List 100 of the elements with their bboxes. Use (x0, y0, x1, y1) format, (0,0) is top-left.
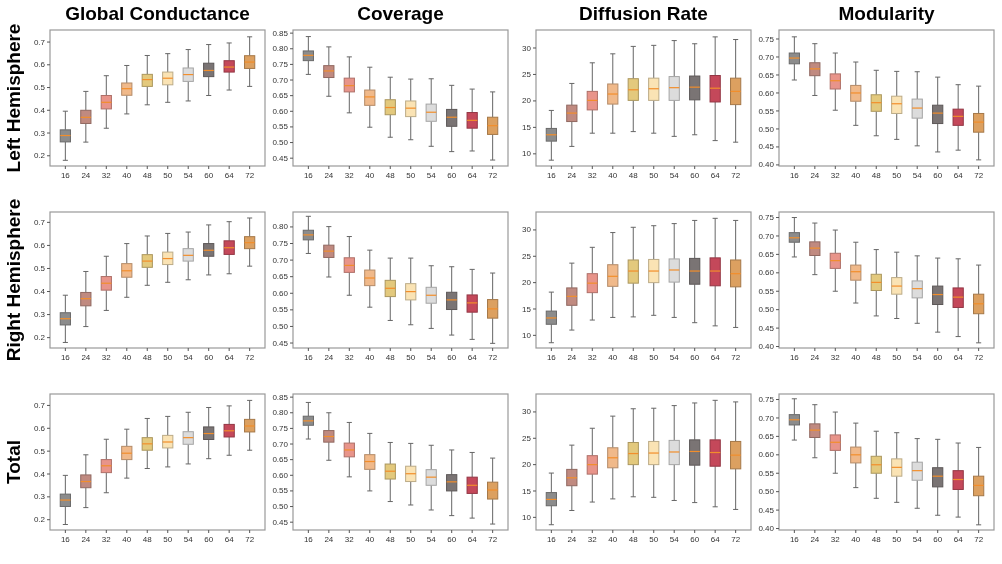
y-tick-label: 0.45 (758, 142, 775, 152)
y-tick-label: 0.60 (272, 470, 289, 480)
x-tick-label: 32 (344, 535, 355, 544)
x-tick-label: 54 (669, 535, 680, 544)
x-tick-label: 32 (830, 171, 841, 180)
x-tick-label: 48 (628, 353, 639, 362)
x-tick-label: 54 (183, 353, 194, 362)
x-tick-label: 60 (690, 353, 700, 362)
y-tick-label: 0.3 (33, 128, 46, 138)
x-tick-label: 50 (406, 171, 416, 180)
y-tick-label: 0.75 (758, 395, 775, 405)
x-tick-label: 40 (851, 171, 861, 180)
y-tick-label: 0.3 (33, 492, 46, 502)
x-tick-label: 40 (122, 353, 132, 362)
x-tick-label: 32 (587, 353, 598, 362)
y-tick-label: 0.70 (758, 52, 775, 62)
y-tick-label: 0.2 (33, 515, 46, 525)
x-tick-label: 60 (447, 353, 457, 362)
x-tick-label: 64 (953, 535, 964, 544)
x-tick-label: 40 (608, 353, 618, 362)
y-tick-label: 0.3 (33, 310, 46, 320)
y-tick-label: 0.55 (758, 106, 775, 116)
y-tick-label: 0.80 (272, 44, 289, 54)
x-tick-label: 54 (183, 535, 194, 544)
x-tick-label: 54 (912, 353, 923, 362)
x-tick-label: 16 (60, 535, 71, 544)
x-tick-label: 48 (142, 535, 153, 544)
x-tick-label: 40 (122, 535, 132, 544)
chart-title: Diffusion Rate (579, 3, 708, 24)
y-tick-label: 0.65 (272, 455, 289, 465)
x-tick-label: 72 (731, 353, 741, 362)
x-tick-label: 24 (81, 171, 91, 180)
y-tick-label: 0.5 (33, 446, 46, 456)
x-tick-label: 54 (912, 171, 923, 180)
x-tick-label: 16 (546, 353, 557, 362)
x-tick-label: 24 (567, 535, 577, 544)
y-tick-label: 0.65 (758, 431, 775, 441)
x-tick-label: 64 (710, 171, 721, 180)
x-tick-label: 64 (224, 353, 235, 362)
y-tick-label: 0.65 (758, 70, 775, 80)
x-tick-label: 48 (142, 171, 153, 180)
x-tick-label: 60 (690, 171, 700, 180)
x-tick-label: 72 (488, 353, 498, 362)
chart-title: Modularity (838, 3, 935, 24)
x-tick-label: 24 (324, 353, 334, 362)
y-tick-label: 0.45 (758, 323, 775, 333)
x-tick-label: 72 (974, 535, 984, 544)
y-tick-label: 0.75 (272, 423, 289, 433)
x-tick-label: 50 (406, 353, 416, 362)
y-tick-label: 0.7 (33, 37, 46, 47)
y-tick-label: 0.60 (758, 450, 775, 460)
x-tick-label: 16 (303, 535, 314, 544)
y-tick-label: 0.70 (272, 75, 289, 85)
y-tick-label: 0.70 (272, 439, 289, 449)
y-tick-label: 25 (522, 433, 532, 443)
y-tick-label: 0.55 (758, 286, 775, 296)
x-tick-label: 50 (649, 353, 659, 362)
y-tick-label: 10 (522, 330, 532, 340)
y-tick-label: 0.5 (33, 264, 46, 274)
x-tick-label: 60 (204, 353, 214, 362)
x-tick-label: 72 (245, 353, 255, 362)
x-tick-label: 54 (426, 535, 437, 544)
x-tick-label: 24 (81, 353, 91, 362)
y-tick-label: 0.40 (758, 524, 775, 534)
x-tick-label: 32 (587, 171, 598, 180)
x-tick-label: 54 (669, 353, 680, 362)
y-tick-label: 0.4 (33, 469, 46, 479)
y-tick-label: 0.65 (272, 91, 289, 101)
x-tick-label: 72 (488, 535, 498, 544)
y-tick-label: 0.45 (758, 505, 775, 515)
x-tick-label: 54 (669, 171, 680, 180)
x-tick-label: 48 (871, 353, 882, 362)
x-tick-label: 50 (163, 535, 173, 544)
x-tick-label: 16 (303, 353, 314, 362)
x-tick-label: 48 (385, 353, 396, 362)
x-tick-label: 64 (953, 171, 964, 180)
x-tick-label: 40 (851, 535, 861, 544)
y-tick-label: 0.55 (758, 468, 775, 478)
y-tick-label: 0.70 (272, 255, 289, 265)
x-tick-label: 54 (183, 171, 194, 180)
y-tick-label: 0.50 (758, 124, 775, 134)
x-tick-label: 24 (567, 353, 577, 362)
y-tick-label: 15 (522, 486, 532, 496)
x-tick-label: 64 (467, 535, 478, 544)
y-tick-label: 0.60 (758, 268, 775, 278)
x-tick-label: 40 (608, 535, 618, 544)
x-tick-label: 32 (830, 353, 841, 362)
y-tick-label: 15 (522, 122, 532, 132)
y-tick-label: 0.70 (758, 231, 775, 241)
x-tick-label: 16 (789, 171, 800, 180)
x-tick-label: 48 (628, 535, 639, 544)
x-tick-label: 60 (933, 535, 943, 544)
y-tick-label: 0.45 (272, 153, 289, 163)
x-tick-label: 16 (60, 353, 71, 362)
y-tick-label: 0.65 (272, 272, 289, 282)
y-tick-label: 0.55 (272, 122, 289, 132)
y-tick-label: 30 (522, 43, 532, 53)
y-tick-label: 0.75 (758, 34, 775, 44)
x-tick-label: 72 (731, 171, 741, 180)
x-tick-label: 54 (426, 171, 437, 180)
